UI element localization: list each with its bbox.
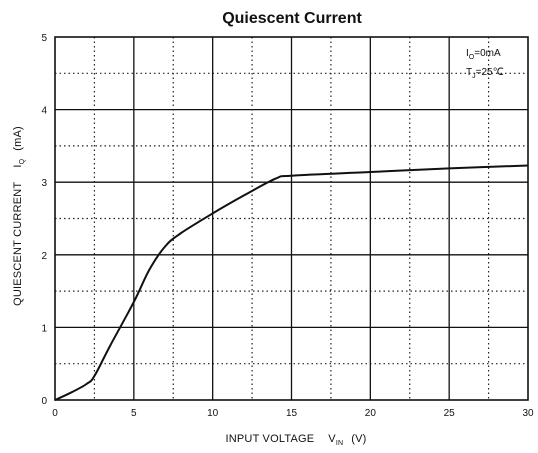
chart-title: Quiescent Current	[222, 10, 362, 27]
y-tick-label: 1	[41, 323, 47, 334]
series-line	[54, 164, 529, 401]
y-tick-label: 3	[41, 178, 47, 189]
x-tick-label: 0	[52, 408, 58, 419]
x-tick-label: 30	[522, 408, 534, 419]
grid	[55, 37, 528, 400]
x-tick-label: 5	[131, 408, 137, 419]
x-axis-label: INPUT VOLTAGE VIN (V)	[225, 433, 366, 447]
x-tick-label: 20	[365, 408, 377, 419]
annotation-load-current: IO=0mA	[466, 48, 501, 61]
y-tick-label: 2	[41, 251, 47, 262]
plot-frame	[54, 36, 529, 401]
y-axis-label: QUIESCENT CURRENTIQ(mA)	[12, 126, 26, 306]
tick-labels: 0 5 10 15 20 25 30 0 1 2 3 4 5	[41, 33, 534, 419]
annotation-junction-temp: TJ=25℃	[466, 67, 504, 80]
x-tick-label: 25	[444, 408, 456, 419]
x-tick-label: 15	[286, 408, 298, 419]
y-tick-label: 5	[41, 33, 47, 44]
y-tick-label: 4	[41, 106, 47, 117]
x-tick-label: 10	[207, 408, 219, 419]
y-tick-label: 0	[41, 396, 47, 407]
